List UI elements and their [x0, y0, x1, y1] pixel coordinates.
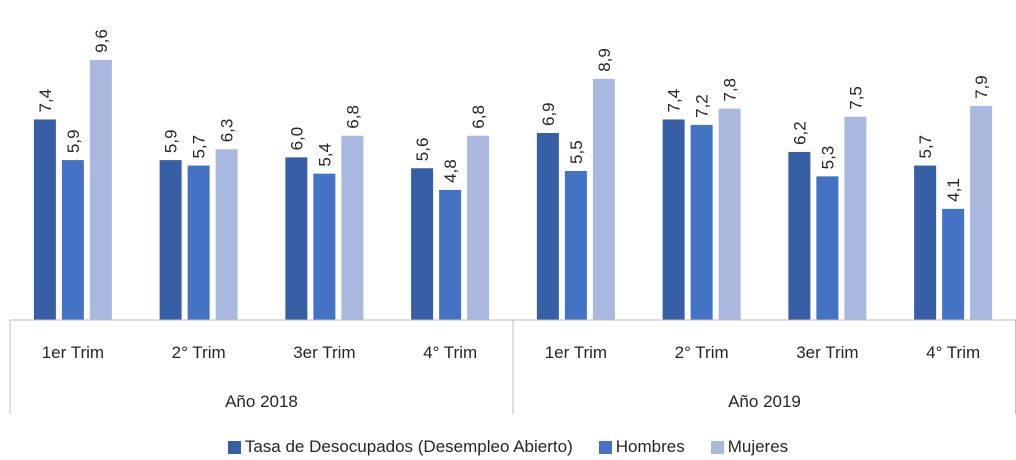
data-label-0-1: 5,9: [162, 129, 181, 153]
legend-swatch-hombres: [598, 440, 612, 454]
bar-1-3: [439, 189, 462, 320]
tick-label-1-3: 4° Trim: [926, 343, 980, 362]
data-label-1-5: 7,2: [693, 94, 712, 118]
tick-label-0-3: 4° Trim: [423, 343, 477, 362]
legend-item-hombres: Hombres: [598, 437, 685, 457]
bar-2-3: [467, 135, 490, 320]
bar-2-7: [970, 105, 993, 320]
bar-2-4: [592, 78, 615, 320]
tick-label-1-0: 1er Trim: [545, 343, 607, 362]
bar-0-5: [662, 119, 685, 321]
bar-2-1: [215, 149, 238, 320]
legend-label-hombres: Hombres: [615, 437, 685, 456]
bar-1-4: [564, 170, 587, 320]
tick-label-0-2: 3er Trim: [293, 343, 355, 362]
legend-label-tasa: Tasa de Desocupados (Desempleo Abierto): [244, 437, 573, 456]
bar-1-2: [313, 173, 336, 320]
bar-2-6: [844, 116, 867, 320]
bar-0-1: [159, 160, 182, 320]
data-label-1-0: 5,9: [64, 129, 83, 153]
bar-0-4: [536, 133, 559, 320]
legend: Tasa de Desocupados (Desempleo Abierto) …: [0, 436, 1016, 458]
data-label-0-0: 7,4: [36, 89, 55, 113]
group-label-1: Año 2019: [728, 392, 801, 411]
bar-0-6: [788, 151, 811, 320]
data-label-2-1: 6,3: [218, 119, 237, 143]
data-label-2-6: 7,5: [846, 86, 865, 110]
data-label-2-7: 7,9: [972, 75, 991, 99]
data-label-1-1: 5,7: [190, 135, 209, 159]
data-label-0-5: 7,4: [665, 89, 684, 113]
bar-1-5: [690, 124, 713, 320]
bar-1-0: [61, 160, 84, 320]
bar-0-2: [285, 157, 308, 320]
legend-swatch-tasa: [227, 440, 241, 454]
group-label-0: Año 2018: [225, 392, 298, 411]
data-label-1-3: 4,8: [441, 159, 460, 183]
tick-label-1-2: 3er Trim: [796, 343, 858, 362]
data-label-2-3: 6,8: [469, 105, 488, 129]
legend-swatch-mujeres: [710, 440, 724, 454]
data-label-1-7: 4,1: [944, 178, 963, 202]
tick-label-1-1: 2° Trim: [675, 343, 729, 362]
legend-item-tasa: Tasa de Desocupados (Desempleo Abierto): [227, 437, 573, 457]
bar-1-6: [816, 176, 839, 320]
data-label-0-7: 5,7: [916, 135, 935, 159]
data-label-2-0: 9,6: [92, 29, 111, 53]
data-label-0-6: 6,2: [790, 121, 809, 145]
bar-chart: 7,4 5,9 6,0 5,6 6,9 7,4 6,2 5,7 5,9 5,7 5,4 4,8 5,5 7…: [9, 29, 1016, 414]
data-label-0-2: 6,0: [287, 127, 306, 151]
bar-1-1: [187, 165, 210, 320]
data-label-1-6: 5,3: [818, 146, 837, 170]
data-label-1-4: 5,5: [567, 140, 586, 164]
bar-0-0: [33, 119, 56, 321]
data-label-2-5: 7,8: [721, 78, 740, 102]
tick-label-0-0: 1er Trim: [42, 343, 104, 362]
data-label-2-4: 8,9: [595, 48, 614, 72]
bar-0-3: [411, 168, 434, 320]
legend-label-mujeres: Mujeres: [727, 437, 789, 456]
data-label-0-4: 6,9: [539, 102, 558, 126]
data-label-1-2: 5,4: [315, 143, 334, 167]
bar-1-7: [942, 208, 965, 320]
tick-label-0-1: 2° Trim: [172, 343, 226, 362]
bar-2-2: [341, 135, 364, 320]
bar-2-5: [718, 108, 741, 321]
bar-0-7: [914, 165, 937, 320]
legend-item-mujeres: Mujeres: [710, 437, 789, 457]
data-label-0-3: 5,6: [413, 138, 432, 162]
data-label-2-2: 6,8: [343, 105, 362, 129]
bar-2-0: [89, 59, 112, 321]
